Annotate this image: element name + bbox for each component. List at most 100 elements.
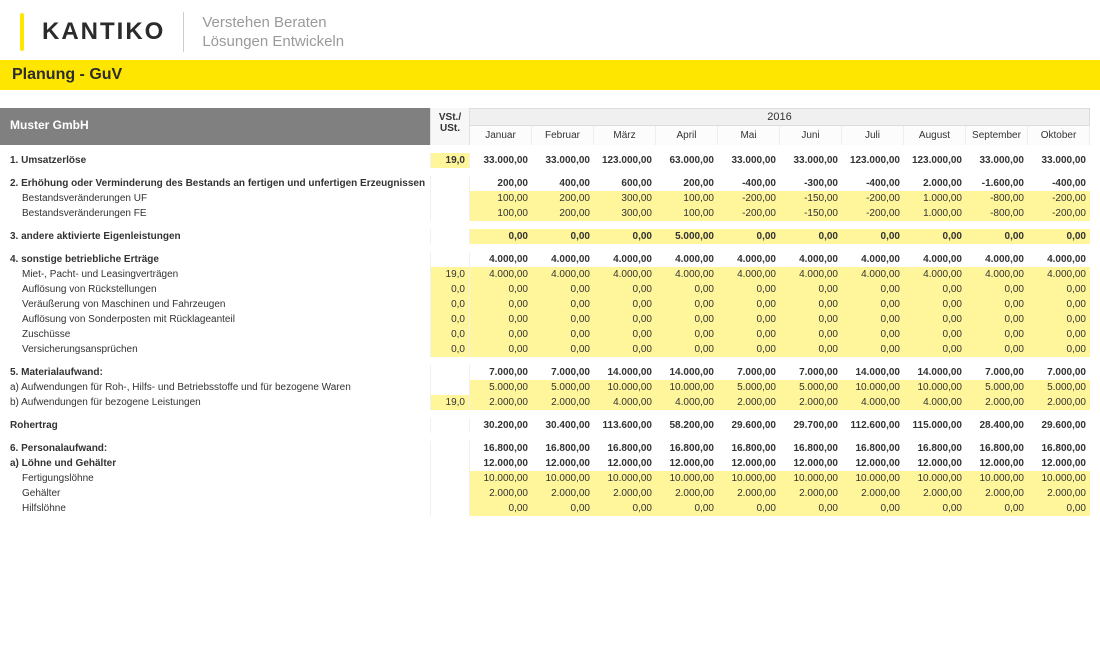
cell-value: 1.000,00 [904, 206, 966, 221]
row-values: 0,000,000,000,000,000,000,000,000,000,00 [470, 282, 1090, 297]
cell-value: 0,00 [842, 501, 904, 516]
row-label: a) Aufwendungen für Roh-, Hilfs- und Bet… [0, 380, 430, 395]
cell-value: 0,00 [966, 282, 1028, 297]
cell-value: 2.000,00 [470, 395, 532, 410]
row-values: 0,000,000,000,000,000,000,000,000,000,00 [470, 312, 1090, 327]
cell-value: 4.000,00 [594, 252, 656, 267]
cell-value: 16.800,00 [1028, 441, 1090, 456]
cell-value: 16.800,00 [532, 441, 594, 456]
row-label: 2. Erhöhung oder Verminderung des Bestan… [0, 176, 430, 191]
cell-value: 0,00 [1028, 282, 1090, 297]
cell-value: 12.000,00 [594, 456, 656, 471]
cell-value: 10.000,00 [656, 380, 718, 395]
cell-value: 0,00 [904, 229, 966, 244]
cell-value: 0,00 [1028, 327, 1090, 342]
cell-value: 4.000,00 [656, 395, 718, 410]
cell-value: 4.000,00 [470, 252, 532, 267]
table-row: Zuschüsse0,00,000,000,000,000,000,000,00… [0, 327, 1100, 342]
cell-value: 2.000,00 [904, 486, 966, 501]
vst-value [430, 206, 470, 221]
row-values: 16.800,0016.800,0016.800,0016.800,0016.8… [470, 441, 1090, 456]
cell-value: 0,00 [842, 327, 904, 342]
cell-value: 0,00 [532, 312, 594, 327]
cell-value: 0,00 [966, 327, 1028, 342]
cell-value: 4.000,00 [966, 267, 1028, 282]
table-row: Versicherungsansprüchen0,00,000,000,000,… [0, 342, 1100, 357]
table-row: Veräußerung von Maschinen und Fahrzeugen… [0, 297, 1100, 312]
spacer-row [0, 244, 1100, 252]
cell-value: -400,00 [842, 176, 904, 191]
cell-value: 0,00 [780, 282, 842, 297]
cell-value: 0,00 [904, 501, 966, 516]
table-row: 1. Umsatzerlöse19,033.000,0033.000,00123… [0, 153, 1100, 168]
vst-value [430, 486, 470, 501]
cell-value: 16.800,00 [966, 441, 1028, 456]
month-header: Oktober [1028, 126, 1090, 145]
cell-value: 0,00 [470, 501, 532, 516]
cell-value: 0,00 [780, 501, 842, 516]
cell-value: 12.000,00 [842, 456, 904, 471]
cell-value: 1.000,00 [904, 191, 966, 206]
row-values: 4.000,004.000,004.000,004.000,004.000,00… [470, 267, 1090, 282]
cell-value: 4.000,00 [718, 252, 780, 267]
row-label: Versicherungsansprüchen [0, 342, 430, 357]
sheet-header-row: Muster GmbH VSt./ USt. 2016 JanuarFebrua… [0, 108, 1100, 145]
cell-value: 29.600,00 [1028, 418, 1090, 433]
cell-value: 7.000,00 [470, 365, 532, 380]
cell-value: 4.000,00 [656, 252, 718, 267]
cell-value: 14.000,00 [594, 365, 656, 380]
cell-value: 0,00 [470, 327, 532, 342]
row-label: 4. sonstige betriebliche Erträge [0, 252, 430, 267]
cell-value: 0,00 [842, 342, 904, 357]
month-header: September [966, 126, 1028, 145]
table-row: Auflösung von Sonderposten mit Rücklagea… [0, 312, 1100, 327]
cell-value: 7.000,00 [532, 365, 594, 380]
vst-value [430, 441, 470, 456]
month-header: August [904, 126, 966, 145]
cell-value: 7.000,00 [1028, 365, 1090, 380]
cell-value: 5.000,00 [780, 380, 842, 395]
spacer-row [0, 410, 1100, 418]
table-row: 4. sonstige betriebliche Erträge 4.000,00… [0, 252, 1100, 267]
cell-value: 30.400,00 [532, 418, 594, 433]
cell-value: 5.000,00 [532, 380, 594, 395]
row-values: 33.000,0033.000,00123.000,0063.000,0033.… [470, 153, 1090, 168]
app-header: KANTIKO Verstehen Beraten Lösungen Entwi… [0, 0, 1100, 60]
cell-value: 4.000,00 [780, 252, 842, 267]
cell-value: 2.000,00 [842, 486, 904, 501]
cell-value: 4.000,00 [532, 267, 594, 282]
cell-value: 0,00 [966, 229, 1028, 244]
cell-value: -200,00 [718, 206, 780, 221]
vst-value [430, 252, 470, 267]
cell-value: 4.000,00 [656, 267, 718, 282]
vst-value [430, 380, 470, 395]
cell-value: -150,00 [780, 206, 842, 221]
row-values: 0,000,000,005.000,000,000,000,000,000,00… [470, 229, 1090, 244]
cell-value: -1.600,00 [966, 176, 1028, 191]
cell-value: 2.000,00 [594, 486, 656, 501]
row-values: 0,000,000,000,000,000,000,000,000,000,00 [470, 342, 1090, 357]
row-label: Bestandsveränderungen UF [0, 191, 430, 206]
row-label: 6. Personalaufwand: [0, 441, 430, 456]
month-header: April [656, 126, 718, 145]
cell-value: 300,00 [594, 206, 656, 221]
cell-value: 4.000,00 [470, 267, 532, 282]
cell-value: 112.600,00 [842, 418, 904, 433]
spacer-row [0, 145, 1100, 153]
cell-value: 30.200,00 [470, 418, 532, 433]
cell-value: 10.000,00 [532, 471, 594, 486]
cell-value: 2.000,00 [532, 395, 594, 410]
cell-value: 0,00 [966, 297, 1028, 312]
cell-value: -200,00 [842, 206, 904, 221]
table-row: a) Aufwendungen für Roh-, Hilfs- und Bet… [0, 380, 1100, 395]
table-row: Fertigungslöhne10.000,0010.000,0010.000,… [0, 471, 1100, 486]
cell-value: 0,00 [470, 229, 532, 244]
cell-value: 0,00 [1028, 229, 1090, 244]
cell-value: 200,00 [656, 176, 718, 191]
cell-value: 0,00 [842, 312, 904, 327]
cell-value: 5.000,00 [1028, 380, 1090, 395]
row-values: 200,00400,00600,00200,00-400,00-300,00-4… [470, 176, 1090, 191]
vst-header-line2: USt. [431, 123, 469, 134]
cell-value: 0,00 [780, 312, 842, 327]
cell-value: 7.000,00 [718, 365, 780, 380]
